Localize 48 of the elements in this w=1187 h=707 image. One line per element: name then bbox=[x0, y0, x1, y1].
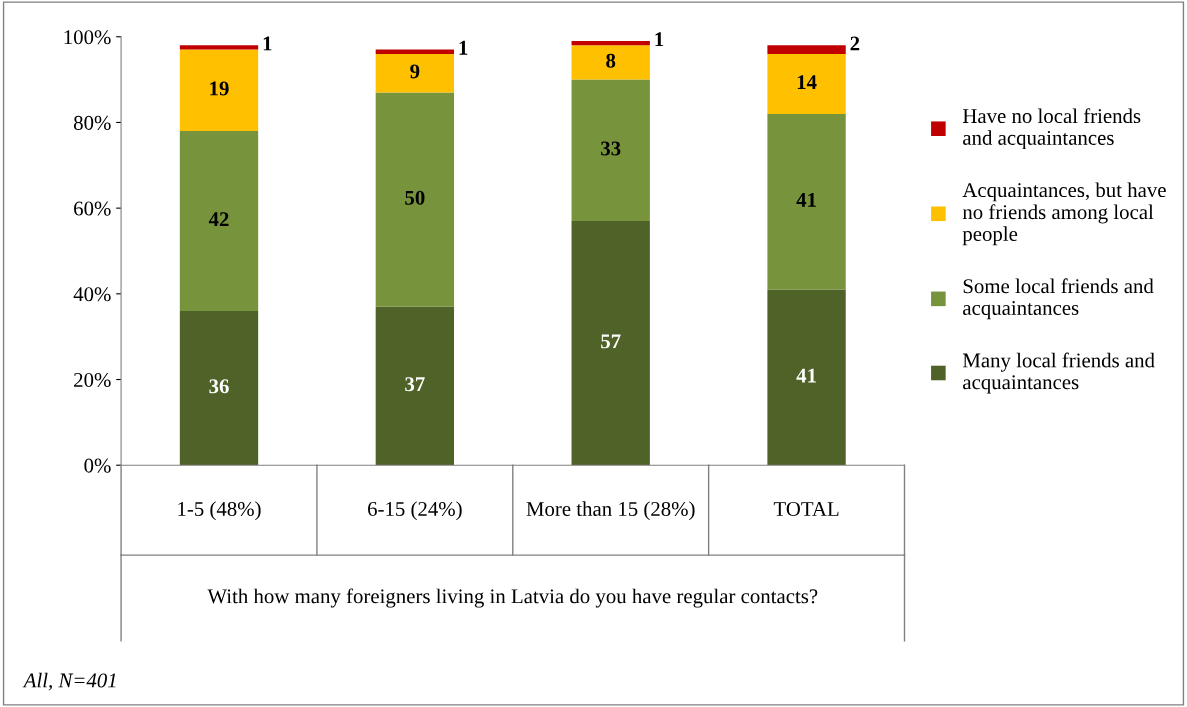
data-label: 41 bbox=[796, 368, 816, 383]
legend-label: Acquaintances, but have no friends among local people bbox=[962, 182, 1166, 246]
y-tick-label: 40% bbox=[73, 287, 111, 302]
bar bbox=[767, 45, 846, 54]
y-tick-label: 0% bbox=[84, 458, 111, 473]
data-label: 37 bbox=[405, 377, 425, 392]
x-tick-label: TOTAL bbox=[773, 501, 839, 516]
legend-label: Some local friends and acquaintances bbox=[963, 278, 1154, 320]
bar bbox=[767, 53, 846, 114]
data-label: 2 bbox=[850, 36, 860, 51]
bar bbox=[767, 113, 846, 290]
bar bbox=[375, 306, 455, 466]
bar bbox=[179, 131, 259, 311]
x-tick-label: 6-15 (24%) bbox=[368, 501, 462, 521]
data-label: 33 bbox=[601, 141, 621, 156]
bar bbox=[571, 79, 650, 221]
bar bbox=[179, 310, 259, 466]
data-label: 8 bbox=[606, 53, 616, 68]
data-label: 14 bbox=[797, 75, 817, 89]
data-label: 9 bbox=[410, 64, 420, 79]
bar bbox=[179, 49, 259, 132]
data-label: 50 bbox=[405, 190, 425, 205]
text: All, N=401 bbox=[22, 672, 116, 691]
bar bbox=[571, 45, 650, 80]
bar bbox=[571, 41, 650, 46]
y-tick-label: 60% bbox=[74, 201, 111, 216]
bar bbox=[375, 92, 455, 307]
x-tick-label: 1-5 (48%) bbox=[178, 501, 261, 521]
data-label: 1 bbox=[459, 40, 468, 55]
y-tick-label: 100% bbox=[64, 30, 111, 45]
bar bbox=[179, 45, 259, 50]
data-label: 1 bbox=[263, 36, 272, 51]
bar bbox=[375, 53, 455, 93]
data-label: 19 bbox=[210, 81, 229, 96]
bar bbox=[571, 220, 650, 466]
data-label: 36 bbox=[209, 379, 229, 394]
bar bbox=[375, 49, 455, 54]
data-label: 41 bbox=[796, 192, 816, 207]
data-label: 1 bbox=[655, 32, 664, 47]
bar bbox=[767, 289, 846, 466]
y-tick-label: 80% bbox=[73, 115, 111, 130]
x-axis-title: With how many foreigners living in Latvia do you have regular contacts? bbox=[207, 588, 818, 608]
data-label: 42 bbox=[208, 212, 229, 226]
x-tick-label: More than 15 (28%) bbox=[526, 501, 695, 521]
data-label: 57 bbox=[601, 334, 621, 349]
y-tick-label: 20% bbox=[74, 372, 111, 388]
legend-label: Have no local friends and acquaintances bbox=[962, 108, 1141, 150]
legend-label: Many local friends and acquaintances bbox=[962, 352, 1155, 394]
